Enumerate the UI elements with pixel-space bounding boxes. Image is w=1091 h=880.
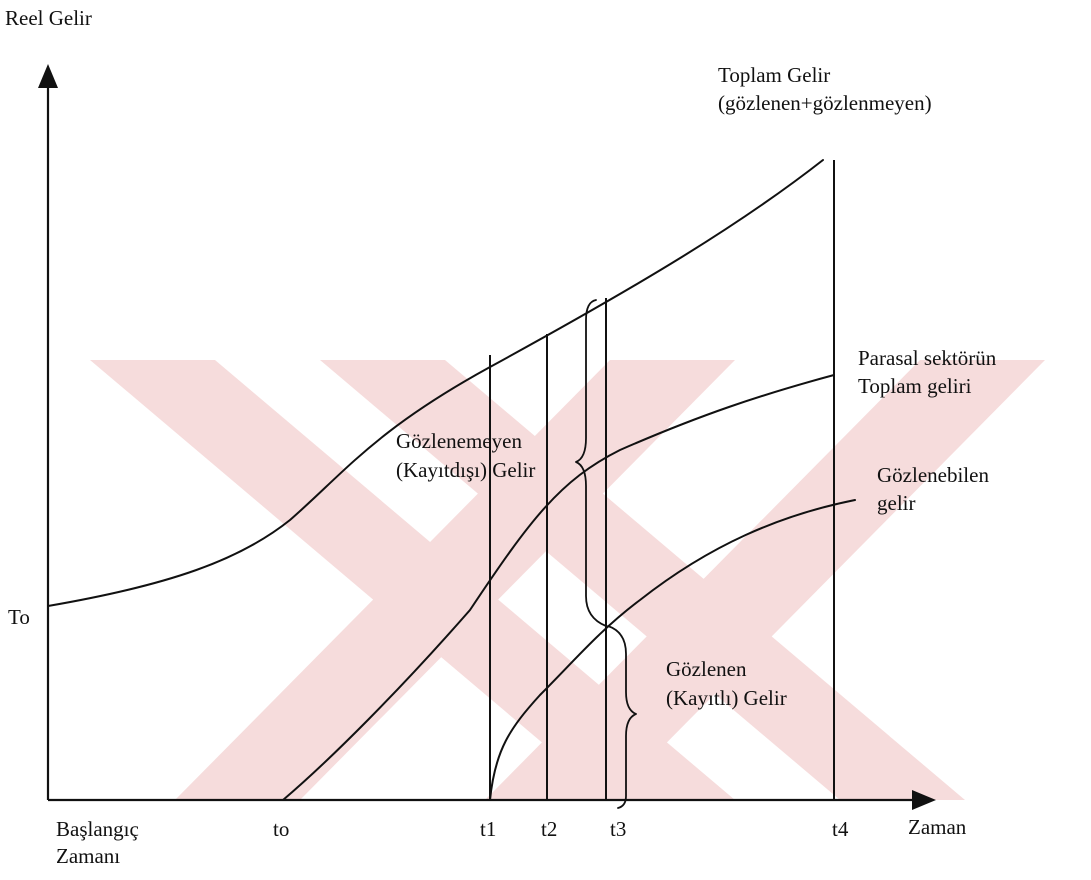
tick-t4: t4 bbox=[832, 817, 849, 841]
watermark bbox=[90, 360, 1045, 800]
unobserved-income-label-line1: Gözlenemeyen bbox=[396, 429, 522, 453]
observed-income-label-line2: (Kayıtlı) Gelir bbox=[666, 686, 787, 710]
tick-t0: to bbox=[273, 817, 289, 841]
monetary-income-label-line2: Toplam geliri bbox=[858, 374, 972, 398]
tick-t1: t1 bbox=[480, 817, 496, 841]
unobserved-income-brace bbox=[575, 299, 607, 627]
total-income-curve bbox=[47, 159, 824, 607]
x-axis-arrowhead bbox=[912, 790, 936, 810]
observable-income-label-line1: Gözlenebilen bbox=[877, 463, 989, 487]
curves bbox=[47, 159, 856, 801]
observed-income-label-line1: Gözlenen bbox=[666, 657, 747, 681]
tick-start-line1: Başlangıç bbox=[56, 817, 139, 841]
axes bbox=[38, 64, 936, 810]
total-income-label-line2: (gözlenen+gözlenmeyen) bbox=[718, 91, 932, 115]
tick-t3: t3 bbox=[610, 817, 626, 841]
time-markers bbox=[489, 160, 835, 800]
unobserved-income-label-line2: (Kayıtdışı) Gelir bbox=[396, 458, 535, 482]
origin-y-label: To bbox=[8, 605, 30, 629]
observed-income-brace bbox=[607, 625, 637, 809]
observable-income-label-line2: gelir bbox=[877, 491, 915, 515]
monetary-sector-income-curve bbox=[282, 374, 835, 801]
monetary-income-label-line1: Parasal sektörün bbox=[858, 346, 997, 370]
y-axis-arrowhead bbox=[38, 64, 58, 88]
tick-t2: t2 bbox=[541, 817, 557, 841]
observable-income-curve bbox=[489, 499, 856, 801]
x-axis-label: Zaman bbox=[908, 815, 967, 839]
y-axis-label: Reel Gelir bbox=[5, 6, 92, 30]
tick-start-line2: Zamanı bbox=[56, 844, 120, 868]
total-income-label-line1: Toplam Gelir bbox=[718, 63, 830, 87]
